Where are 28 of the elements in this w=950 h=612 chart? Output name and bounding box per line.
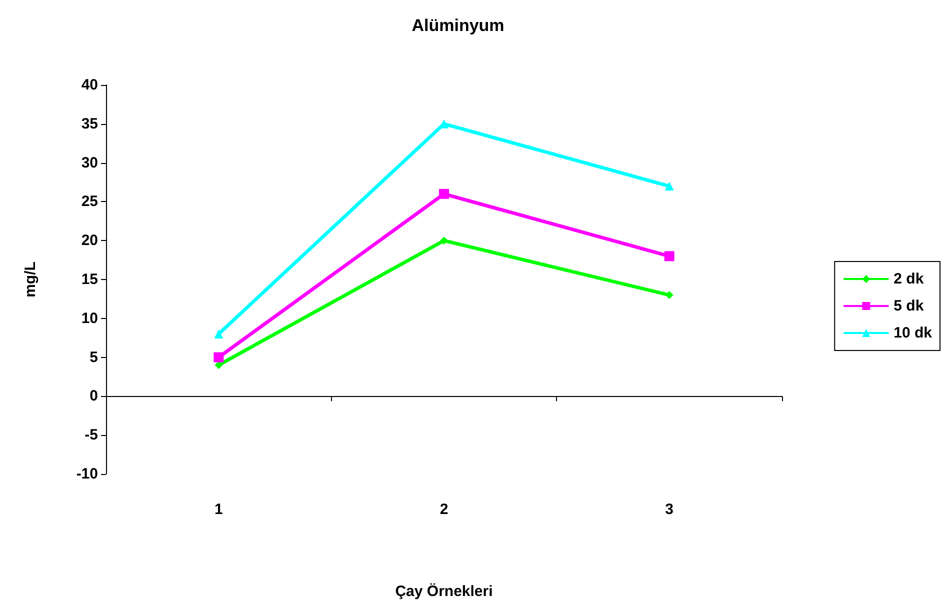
point [214, 361, 223, 370]
point [664, 251, 674, 262]
legend-label: 5 dk [894, 298, 924, 314]
point [214, 329, 224, 338]
y-tick-label: 15 [81, 271, 98, 288]
point [665, 291, 674, 300]
y-tick-label: 25 [81, 193, 98, 210]
x-tick-label: 3 [665, 501, 674, 518]
y-tick-label: 35 [81, 115, 98, 132]
point [214, 352, 224, 362]
point [439, 188, 449, 199]
legend-label: 10 dk [894, 324, 933, 342]
y-tick-label: -5 [84, 426, 98, 444]
y-tick-label: 40 [81, 76, 98, 94]
y-tick-label: 5 [90, 348, 98, 366]
x-axis-title: Çay Örnekleri [395, 583, 493, 600]
x-tick-label: 2 [440, 501, 448, 518]
y-tick-label: 10 [81, 310, 98, 327]
point [664, 182, 674, 191]
y-tick-label: 30 [81, 154, 98, 172]
legend-label: 2 dk [894, 270, 924, 288]
point [440, 236, 448, 245]
x-tick-label: 1 [214, 501, 223, 518]
y-tick-label: 0 [90, 388, 98, 405]
y-axis-title: mg/L [22, 262, 39, 298]
y-tick-label: 20 [81, 232, 98, 250]
y-tick-label: -10 [76, 466, 98, 482]
chart-title: Alüminyum [412, 16, 504, 35]
